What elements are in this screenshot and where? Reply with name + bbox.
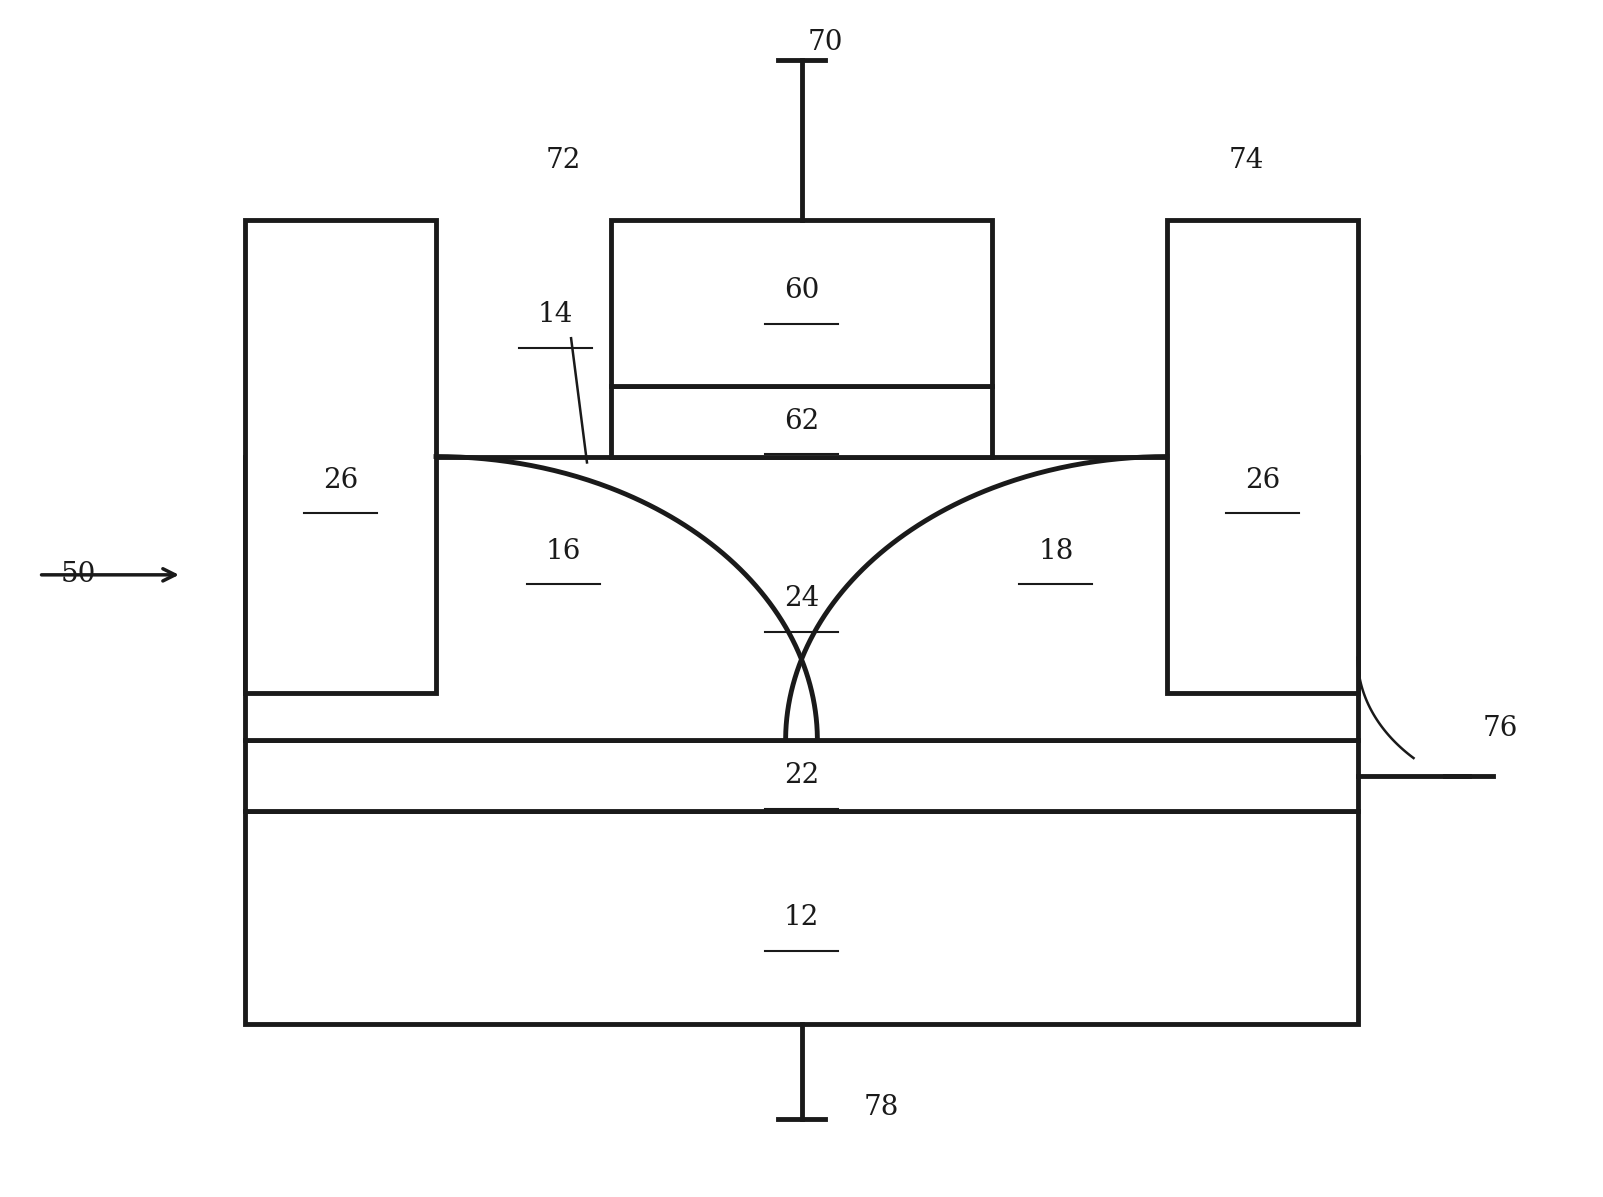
Text: 62: 62: [784, 407, 819, 435]
Text: 26: 26: [1244, 467, 1279, 493]
Text: 26: 26: [324, 467, 359, 493]
Text: 72: 72: [545, 147, 580, 175]
Text: 18: 18: [1039, 537, 1074, 565]
Bar: [611, 220, 992, 385]
Text: 78: 78: [864, 1094, 899, 1120]
Bar: [245, 741, 1358, 812]
Text: 14: 14: [537, 302, 572, 328]
Text: 76: 76: [1483, 715, 1518, 742]
Text: 16: 16: [545, 537, 580, 565]
Bar: [245, 220, 436, 693]
Bar: [245, 456, 1358, 741]
Bar: [1167, 220, 1358, 693]
Text: 50: 50: [61, 561, 96, 589]
Text: 70: 70: [808, 29, 843, 56]
Text: 74: 74: [1230, 147, 1265, 175]
Text: 12: 12: [784, 905, 819, 931]
Bar: [611, 385, 992, 456]
Text: 22: 22: [784, 762, 819, 790]
Bar: [245, 812, 1358, 1025]
Text: 60: 60: [784, 278, 819, 304]
Text: 24: 24: [784, 585, 819, 612]
